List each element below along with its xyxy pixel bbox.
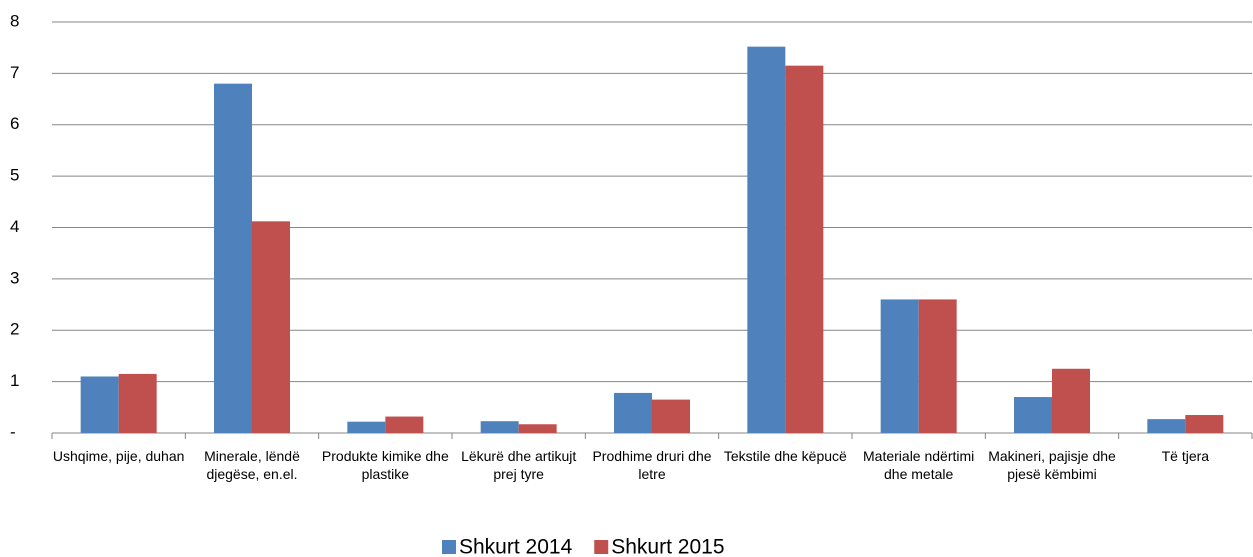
bar xyxy=(747,46,786,433)
legend-label: Shkurt 2015 xyxy=(611,536,724,557)
x-tick-label: Materiale ndërtimi dhe metale xyxy=(863,448,975,482)
bar xyxy=(80,376,119,433)
y-tick-label: 3 xyxy=(10,268,19,287)
bar xyxy=(880,299,919,433)
x-tick-label: Prodhime druri dhe letre xyxy=(592,448,712,482)
x-tick-label: Minerale, lëndë djegëse, en.el. xyxy=(204,448,300,482)
legend-swatch xyxy=(594,540,609,554)
bar xyxy=(385,416,424,433)
bar xyxy=(518,424,557,433)
y-tick-label: 2 xyxy=(10,320,19,339)
x-tick-label: Lëkurë dhe artikujt prej tyre xyxy=(461,448,577,482)
bar xyxy=(1147,419,1186,433)
x-tick-label: Ushqime, pije, duhan xyxy=(52,448,185,464)
bar xyxy=(214,83,252,434)
x-tick-label: Makineri, pajisje dhe pjesë këmbimi xyxy=(988,448,1116,482)
y-tick-label: 1 xyxy=(10,371,19,390)
bar xyxy=(347,421,386,433)
y-tick-label: 4 xyxy=(10,217,19,236)
bar xyxy=(1185,415,1224,433)
bar xyxy=(785,65,824,433)
x-tick-label: Të tjera xyxy=(1161,448,1210,464)
bar xyxy=(652,399,690,433)
legend-swatch xyxy=(442,540,456,554)
bar xyxy=(1052,368,1090,433)
bar xyxy=(1014,397,1052,433)
x-tick-label: Tekstile dhe këpucë xyxy=(723,448,847,464)
bar xyxy=(480,421,519,433)
y-tick-label: 7 xyxy=(10,63,19,82)
bar xyxy=(614,392,652,433)
bar xyxy=(918,299,957,433)
y-tick-label: - xyxy=(10,422,16,441)
x-tick-label: Produkte kimike dhe plastike xyxy=(321,448,449,482)
bar xyxy=(118,373,157,433)
legend-label: Shkurt 2014 xyxy=(459,536,573,557)
y-tick-label: 8 xyxy=(10,11,19,30)
bar xyxy=(252,221,290,433)
y-tick-label: 6 xyxy=(10,114,19,133)
y-tick-label: 5 xyxy=(10,166,19,185)
